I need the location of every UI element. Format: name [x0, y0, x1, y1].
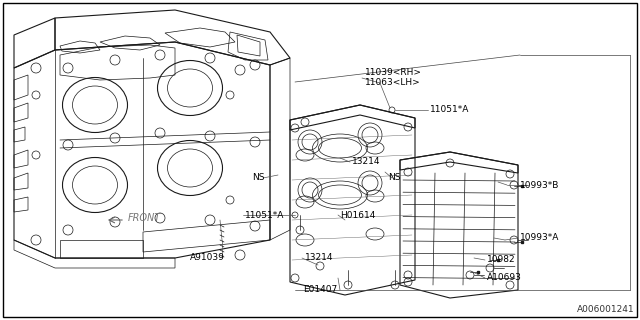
Text: 11039<RH>
11063<LH>: 11039<RH> 11063<LH>: [365, 68, 422, 87]
Text: A10693: A10693: [487, 274, 522, 283]
Text: NS: NS: [253, 173, 265, 182]
Text: 13214: 13214: [352, 157, 381, 166]
Text: 11051*A: 11051*A: [430, 106, 469, 115]
Text: FRONT: FRONT: [128, 213, 161, 223]
Text: E01407: E01407: [303, 285, 337, 294]
Text: NS: NS: [388, 173, 401, 182]
Text: 10982: 10982: [487, 255, 516, 265]
Text: A006001241: A006001241: [577, 305, 635, 314]
Text: 13214: 13214: [305, 253, 333, 262]
Text: A91039: A91039: [190, 253, 225, 262]
Text: 11051*A: 11051*A: [245, 211, 284, 220]
Text: H01614: H01614: [340, 211, 376, 220]
Text: 10993*B: 10993*B: [520, 180, 559, 189]
Text: 10993*A: 10993*A: [520, 234, 559, 243]
